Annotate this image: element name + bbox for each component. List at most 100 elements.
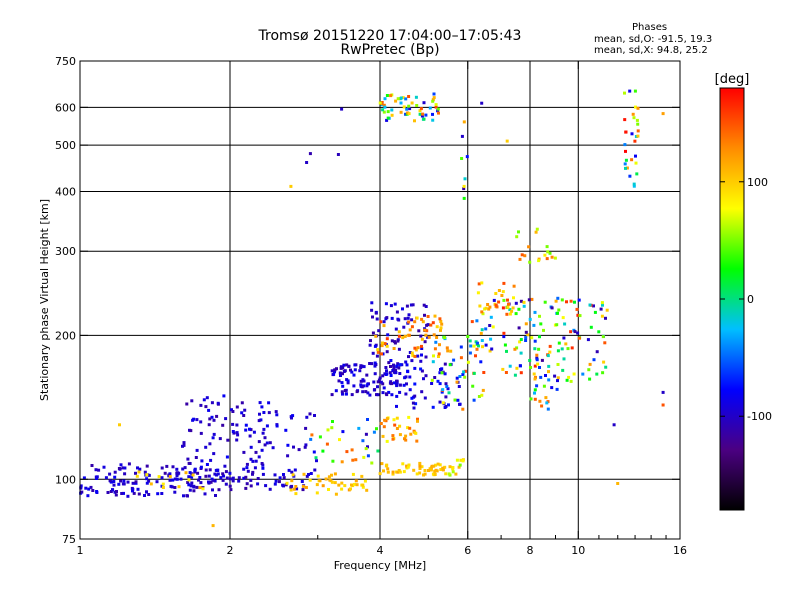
data-point bbox=[360, 474, 364, 478]
data-point bbox=[361, 485, 365, 489]
data-point bbox=[518, 364, 522, 368]
data-point bbox=[267, 401, 271, 405]
data-point bbox=[548, 350, 552, 354]
data-point bbox=[569, 330, 573, 334]
data-point bbox=[277, 480, 281, 484]
data-point bbox=[566, 347, 570, 351]
data-point bbox=[445, 385, 449, 388]
data-point bbox=[422, 303, 426, 307]
data-point bbox=[458, 375, 462, 378]
data-point bbox=[249, 445, 253, 449]
data-point bbox=[339, 366, 343, 370]
data-point bbox=[301, 484, 305, 488]
data-point bbox=[382, 386, 386, 390]
data-point bbox=[536, 362, 540, 366]
data-point bbox=[389, 374, 393, 377]
data-point bbox=[237, 476, 241, 480]
data-point bbox=[294, 485, 298, 488]
data-point bbox=[449, 349, 453, 353]
data-point bbox=[231, 479, 235, 483]
data-point bbox=[325, 442, 329, 446]
data-point bbox=[341, 430, 345, 434]
data-point bbox=[592, 358, 596, 362]
data-point bbox=[385, 337, 389, 341]
data-point bbox=[524, 322, 528, 326]
data-point bbox=[407, 320, 411, 324]
data-point bbox=[231, 410, 235, 413]
data-point bbox=[569, 299, 573, 303]
data-point bbox=[426, 315, 430, 318]
data-point bbox=[432, 354, 435, 358]
data-point bbox=[439, 320, 443, 323]
data-point bbox=[512, 296, 515, 300]
data-point bbox=[440, 322, 444, 326]
data-point bbox=[463, 375, 467, 379]
data-point bbox=[256, 477, 260, 480]
data-point bbox=[204, 405, 208, 409]
data-point bbox=[512, 284, 516, 288]
y-tick-label: 750 bbox=[55, 55, 76, 68]
data-point bbox=[518, 257, 522, 261]
data-point bbox=[588, 377, 592, 381]
data-point bbox=[351, 472, 355, 476]
data-point bbox=[488, 349, 492, 353]
data-point bbox=[433, 314, 437, 318]
data-point bbox=[189, 429, 193, 433]
data-point bbox=[391, 437, 395, 441]
data-point bbox=[624, 130, 628, 134]
data-point bbox=[505, 139, 509, 143]
data-point bbox=[134, 471, 137, 475]
data-point bbox=[199, 431, 203, 435]
data-point bbox=[117, 467, 121, 470]
data-point bbox=[403, 334, 407, 338]
data-point bbox=[163, 471, 167, 475]
data-point bbox=[382, 110, 386, 114]
data-point bbox=[240, 401, 244, 405]
data-point bbox=[427, 335, 431, 339]
data-point bbox=[528, 317, 532, 321]
data-point bbox=[336, 153, 340, 156]
data-point bbox=[188, 471, 192, 475]
data-point bbox=[245, 466, 249, 470]
data-point bbox=[194, 456, 198, 459]
data-point bbox=[119, 479, 123, 483]
data-point bbox=[416, 417, 419, 421]
data-point bbox=[519, 351, 523, 355]
data-point bbox=[462, 370, 466, 374]
data-point bbox=[386, 110, 390, 114]
data-point bbox=[187, 478, 191, 482]
data-point bbox=[581, 372, 585, 376]
data-point bbox=[160, 492, 164, 495]
data-point bbox=[341, 372, 344, 376]
data-point bbox=[119, 463, 123, 467]
x-tick-label: 16 bbox=[673, 544, 687, 557]
data-point bbox=[321, 449, 325, 453]
data-point bbox=[181, 467, 185, 471]
data-point bbox=[143, 470, 147, 474]
data-point bbox=[175, 474, 179, 478]
data-point bbox=[550, 386, 554, 390]
data-point bbox=[193, 470, 197, 474]
data-point bbox=[408, 375, 412, 379]
data-point bbox=[527, 298, 531, 302]
data-point bbox=[381, 391, 385, 395]
data-point bbox=[430, 378, 434, 382]
data-point bbox=[207, 423, 211, 427]
data-point bbox=[221, 423, 225, 427]
data-point bbox=[624, 149, 627, 153]
data-point bbox=[236, 433, 240, 437]
data-point bbox=[390, 382, 393, 386]
data-point bbox=[495, 305, 499, 309]
data-point bbox=[113, 475, 117, 479]
data-point bbox=[432, 96, 436, 100]
data-point bbox=[557, 308, 561, 312]
data-point bbox=[462, 120, 466, 124]
data-point bbox=[381, 341, 384, 345]
data-point bbox=[480, 339, 484, 342]
data-point bbox=[546, 250, 550, 254]
data-point bbox=[368, 362, 372, 365]
data-point bbox=[388, 371, 392, 375]
data-point bbox=[395, 379, 398, 383]
data-point bbox=[390, 108, 394, 112]
data-point bbox=[226, 438, 230, 442]
